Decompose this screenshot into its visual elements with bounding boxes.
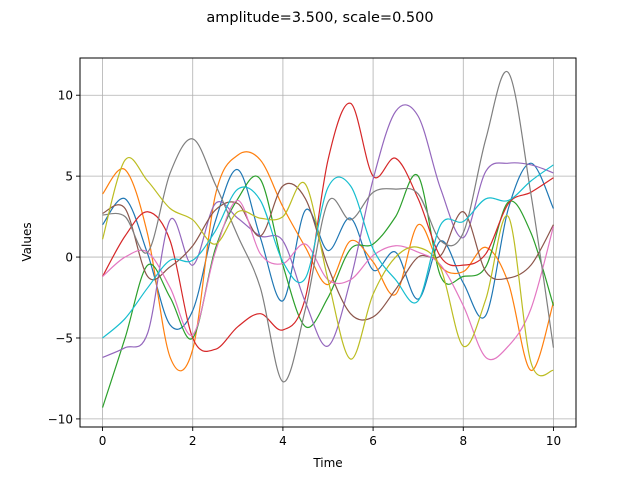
x-axis-label: Time (312, 456, 342, 470)
grid-lines (80, 58, 576, 427)
y-tick-label: 0 (65, 251, 73, 265)
x-tick-label: 8 (459, 434, 467, 448)
plot-frame (79, 57, 577, 428)
series-line-6 (102, 182, 554, 321)
x-tick-label: 0 (99, 434, 107, 448)
x-tick-label: 4 (279, 434, 287, 448)
x-tick-label: 2 (189, 434, 197, 448)
series-line-3 (101, 173, 555, 408)
series-line-1 (102, 162, 554, 330)
series-line-4 (102, 102, 554, 352)
series-line-10 (102, 164, 554, 339)
y-tick-label: −5 (55, 331, 73, 345)
series-lines (101, 70, 555, 408)
y-tick-label: −10 (48, 412, 73, 426)
x-tick-label: 10 (546, 434, 561, 448)
axes: 0 2 4 6 8 10 −10 −5 0 5 10 (48, 57, 577, 448)
y-axis-label: Values (20, 222, 34, 261)
y-tick-label: 5 (65, 170, 73, 184)
series-line-2 (102, 151, 555, 372)
chart-title: amplitude=3.500, scale=0.500 (206, 10, 433, 26)
y-tick-label: 10 (58, 89, 73, 103)
x-tick-label: 6 (369, 434, 377, 448)
series-line-8 (102, 70, 555, 383)
series-line-9 (101, 157, 554, 377)
